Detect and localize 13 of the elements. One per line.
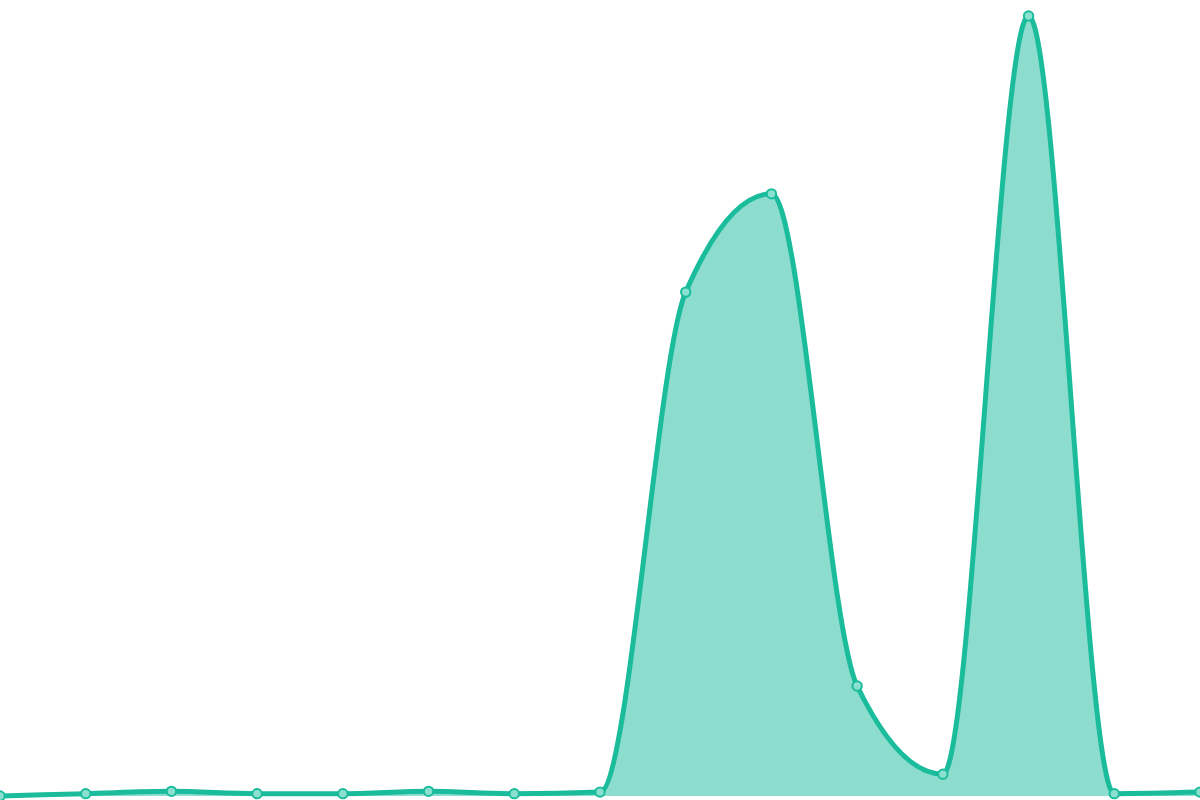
point [80, 787, 92, 800]
point [851, 680, 863, 692]
point [594, 786, 606, 798]
point [422, 785, 435, 797]
point [165, 785, 178, 797]
point [251, 787, 263, 800]
point [937, 768, 949, 780]
point [508, 787, 520, 800]
point [765, 188, 778, 200]
point [1022, 10, 1035, 22]
point [680, 286, 692, 298]
point [337, 787, 349, 800]
point [1108, 787, 1120, 800]
